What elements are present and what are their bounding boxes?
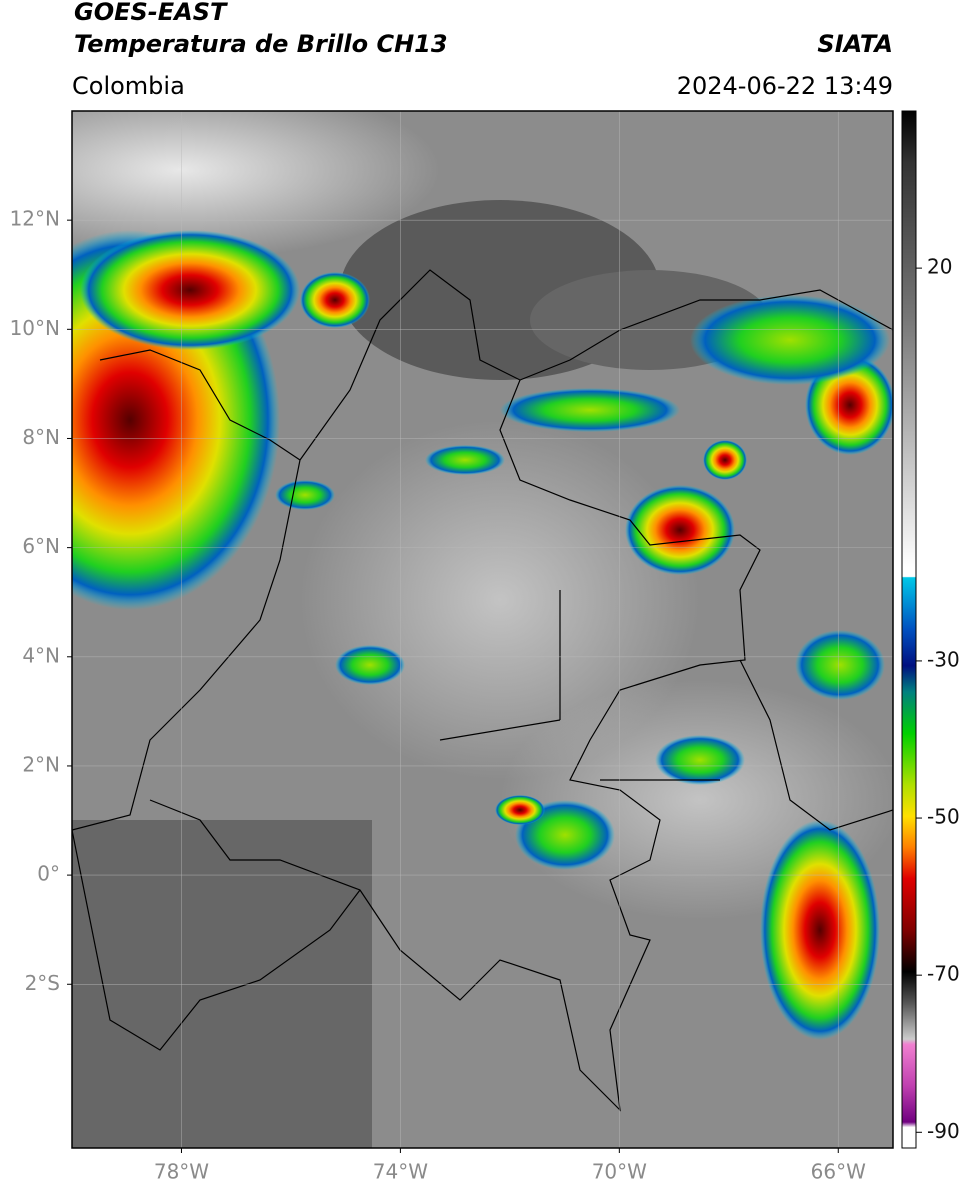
header: GOES-EAST Temperatura de Brillo CH13 SIA… — [72, 0, 893, 100]
colorbar-tick-label: -50 — [927, 805, 960, 829]
subtitle: Temperatura de Brillo CH13 — [74, 30, 448, 58]
y-tick-label: 2°N — [22, 752, 60, 776]
colorbar-tick-label: -90 — [927, 1119, 960, 1143]
timestamp: 2024-06-22 13:49 — [677, 72, 893, 100]
x-tick-label: 74°W — [373, 1160, 428, 1184]
colorbar-tick-label: -30 — [927, 647, 960, 671]
source: SIATA — [817, 30, 893, 58]
region: Colombia — [72, 72, 185, 100]
colorbar — [901, 110, 917, 1149]
borders — [72, 269, 893, 1112]
y-tick-label: 4°N — [22, 643, 60, 667]
y-tick-label: 12°N — [10, 207, 60, 231]
y-tick-label: 6°N — [22, 534, 60, 558]
colorbar-tick-label: -70 — [927, 962, 960, 986]
y-tick-label: 8°N — [22, 425, 60, 449]
map-frame — [71, 110, 894, 1149]
y-tick-label: 0° — [37, 862, 60, 886]
title: GOES-EAST — [74, 0, 228, 26]
colorbar-tick-label: 20 — [927, 255, 952, 279]
y-tick-label: 2°S — [25, 971, 60, 995]
satellite-image — [72, 111, 893, 1148]
x-tick-label: 66°W — [811, 1160, 866, 1184]
y-tick-label: 10°N — [10, 316, 60, 340]
x-tick-label: 70°W — [592, 1160, 647, 1184]
x-tick-label: 78°W — [154, 1160, 209, 1184]
